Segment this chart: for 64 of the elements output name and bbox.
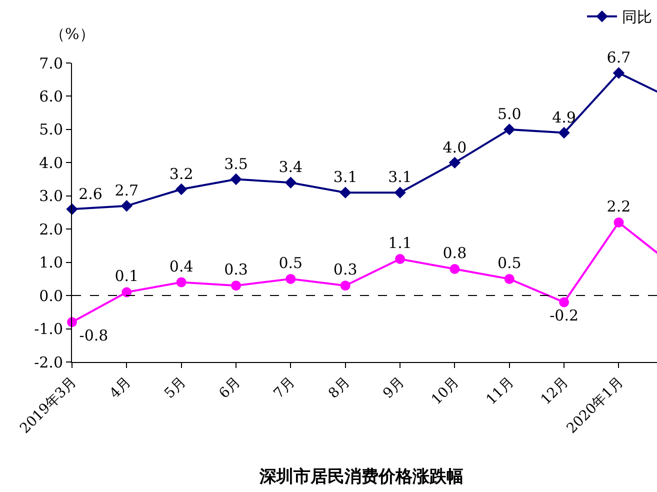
- x-tick-label: 12月: [538, 374, 572, 408]
- data-label: 3.1: [333, 168, 358, 186]
- point: [340, 186, 352, 198]
- point: [612, 67, 625, 79]
- y-tick-label: 5.0: [39, 120, 63, 139]
- y-tick-label: 0.0: [39, 286, 63, 305]
- text: 深圳市居民消费价格涨跌幅: [258, 467, 464, 488]
- point: [450, 264, 460, 274]
- point: [286, 274, 296, 284]
- x-tick-label: 5月: [162, 374, 190, 402]
- point: [395, 254, 406, 264]
- data-label: 3.2: [169, 164, 194, 183]
- point: [120, 200, 133, 212]
- x-tick-label: 6月: [216, 374, 244, 402]
- x-tick-label: 8月: [326, 374, 354, 402]
- point: [231, 280, 242, 291]
- point: [504, 124, 516, 136]
- data-label: -0.8: [79, 326, 108, 345]
- data-label: 3.5: [224, 154, 248, 173]
- y-tick-label: 3.0: [39, 187, 63, 206]
- point: [176, 183, 188, 196]
- data-label: 2.6: [78, 184, 102, 203]
- data-label: 0.3: [224, 260, 248, 279]
- y-tick-label: 2.0: [39, 220, 63, 238]
- point: [230, 173, 242, 186]
- point: [558, 126, 570, 139]
- y-tick-label: 1.0: [39, 254, 63, 272]
- point: [284, 176, 297, 188]
- data-label: 5.0: [497, 105, 522, 124]
- legend-label: 同比: [622, 8, 652, 26]
- data-label: 2.7: [114, 181, 139, 200]
- data-label: 0.3: [333, 260, 358, 279]
- point: [448, 156, 461, 169]
- x-tick-label: 7月: [270, 374, 298, 402]
- data-label: -0.2: [550, 306, 579, 325]
- data-label: 3.4: [278, 158, 303, 176]
- data-label: 0.5: [497, 254, 522, 272]
- data-label: 4.9: [552, 108, 576, 126]
- data-label: 3.1: [388, 168, 412, 186]
- x-tick-label: 11月: [483, 374, 518, 408]
- point: [340, 280, 350, 291]
- point: [176, 277, 186, 288]
- x-tick-label: 4月: [106, 374, 134, 402]
- point: [504, 274, 514, 284]
- y-tick-label: 7.0: [39, 54, 63, 72]
- y-axis-title: （%）: [50, 25, 94, 43]
- data-label: 0.8: [442, 244, 467, 262]
- point: [559, 297, 570, 308]
- data-label: 0.5: [278, 254, 303, 272]
- y-tick-label: 4.0: [39, 154, 63, 172]
- point: [614, 217, 624, 228]
- y-tick-label: -2.0: [34, 353, 63, 372]
- x-tick-label: 10月: [428, 374, 462, 408]
- point: [394, 186, 406, 198]
- y-tick-label: -1.0: [34, 320, 63, 338]
- data-label: 4.0: [442, 138, 467, 156]
- data-label: 1.1: [388, 234, 412, 252]
- data-label: 0.1: [114, 267, 139, 286]
- data-label: 2.2: [606, 197, 631, 216]
- x-tick-label: 9月: [380, 374, 408, 402]
- data-label: 0.4: [169, 257, 194, 276]
- point: [122, 287, 132, 298]
- y-tick-label: 6.0: [39, 87, 63, 106]
- data-label: 6.7: [606, 48, 631, 67]
